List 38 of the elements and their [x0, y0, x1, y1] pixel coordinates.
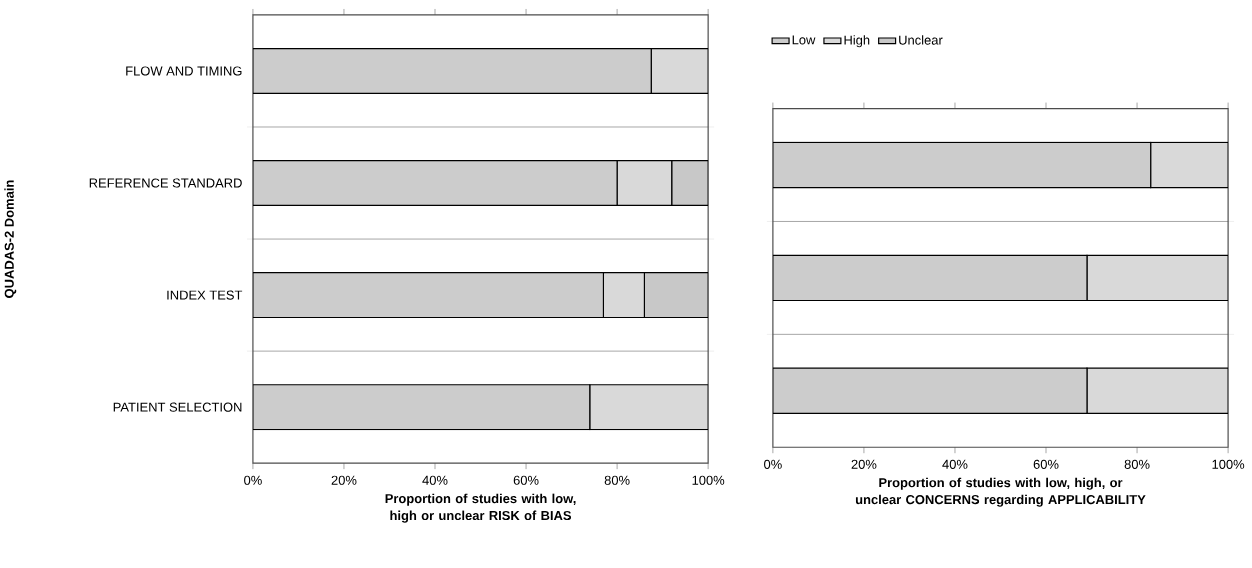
x-tick-label: 60% — [1033, 459, 1059, 469]
bar — [643, 272, 709, 319]
x-tick-label: 80% — [604, 475, 630, 485]
bar — [772, 141, 1152, 189]
x-tick-label: 20% — [851, 459, 877, 469]
bar — [252, 272, 605, 319]
bar — [602, 272, 646, 319]
x-tick-label: 100% — [692, 475, 725, 485]
bar — [1150, 141, 1229, 189]
x-tick-label: 0% — [244, 475, 262, 485]
bar — [252, 160, 618, 207]
bar — [252, 384, 591, 431]
y-tick-label: REFERENCE STANDARD — [89, 178, 242, 188]
legend-label: High — [844, 35, 870, 48]
x-tick-label: 80% — [1124, 459, 1150, 469]
bar — [772, 367, 1088, 415]
bar — [616, 160, 673, 207]
x-tick-label: 20% — [331, 475, 357, 485]
bar — [252, 48, 652, 95]
bar — [1086, 254, 1229, 302]
x-tick-label: 100% — [1212, 459, 1245, 469]
y-tick-label: INDEX TEST — [167, 290, 243, 300]
legend-label: Low — [792, 35, 816, 45]
x-tick-label: 40% — [422, 475, 448, 485]
bar — [1086, 367, 1229, 415]
bar — [589, 384, 709, 431]
y-tick-label: FLOW AND TIMING — [126, 66, 242, 76]
x-tick-label: 0% — [764, 459, 782, 469]
y-axis-title: QUADAS-2 Domain — [4, 180, 17, 298]
x-tick-label: 60% — [513, 475, 539, 485]
bar — [772, 254, 1088, 302]
x-axis-title: Proportion of studies with low, high, or unclear CONCERNS regarding APPLICABILITY — [855, 477, 1146, 507]
y-tick-label: PATIENT SELECTION — [113, 402, 242, 412]
bar — [671, 160, 709, 207]
x-tick-label: 40% — [942, 459, 968, 469]
x-axis-title: Proportion of studies with low, high or unclear RISK of BIAS — [385, 493, 576, 523]
legend-label: Unclear — [899, 35, 943, 45]
bar — [650, 48, 709, 95]
